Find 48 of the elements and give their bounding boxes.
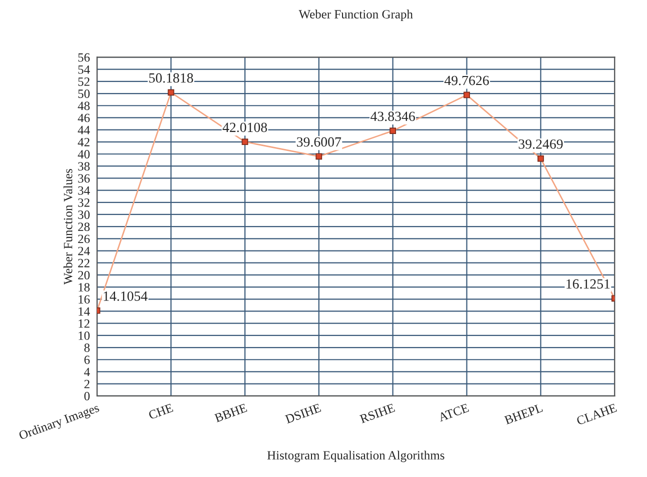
y-tick-label: 26 [78, 234, 90, 244]
x-tick-label: Ordinary Images [18, 403, 101, 442]
y-tick-label: 32 [78, 198, 90, 207]
x-tick-label: DSIHE [284, 403, 322, 424]
x-axis-title: Histogram Equalisation Algorithms [267, 450, 444, 462]
x-tick-label: RSIHE [359, 403, 396, 424]
y-tick-label: 6 [84, 356, 90, 364]
y-tick-label: 52 [78, 77, 90, 86]
data-label: 39.2469 [518, 139, 563, 149]
y-tick-label: 8 [84, 344, 90, 352]
chart-title: Weber Function Graph [298, 10, 413, 22]
y-tick-label: 18 [78, 283, 90, 292]
x-tick-label: BBHE [214, 404, 248, 422]
y-tick-label: 34 [78, 186, 90, 195]
y-tick-label: 30 [78, 210, 90, 219]
y-tick-label: 4 [84, 368, 90, 376]
y-tick-label: 0 [84, 392, 90, 400]
data-label: 16.1251 [566, 279, 610, 289]
y-tick-label: 22 [78, 258, 90, 268]
x-tick-label: CHE [148, 403, 174, 420]
y-tick-label: 42 [78, 138, 90, 146]
y-tick-label: 28 [78, 222, 90, 232]
data-label: 14.1054 [104, 291, 148, 301]
y-tick-label: 38 [78, 162, 90, 171]
y-tick-label: 2 [84, 380, 90, 388]
y-tick-label: 16 [78, 295, 90, 304]
y-tick-label: 54 [78, 65, 90, 74]
y-tick-label: 20 [78, 270, 90, 280]
y-tick-label: 36 [78, 174, 90, 183]
data-label: 50.1818 [149, 73, 194, 83]
data-label: 49.7626 [444, 76, 489, 86]
y-tick-label: 46 [78, 114, 90, 122]
y-tick-label: 44 [78, 126, 90, 134]
y-tick-label: 10 [78, 331, 90, 340]
y-tick-label: 50 [78, 90, 90, 98]
y-axis-title: Weber Function Values [63, 168, 72, 285]
y-tick-label: 12 [78, 319, 90, 328]
y-tick-label: 40 [78, 150, 90, 158]
x-tick-label: CLAHE [576, 403, 618, 426]
data-label: 43.8346 [370, 112, 415, 122]
y-tick-label: 24 [78, 246, 90, 256]
data-label: 39.6007 [296, 137, 342, 147]
y-tick-label: 48 [78, 102, 90, 110]
data-label: 42.0108 [222, 122, 267, 132]
y-tick-label: 56 [78, 53, 90, 62]
y-tick-label: 14 [78, 307, 90, 316]
x-tick-label: BHEPL [504, 404, 543, 424]
x-tick-label: ATCE [438, 403, 470, 422]
